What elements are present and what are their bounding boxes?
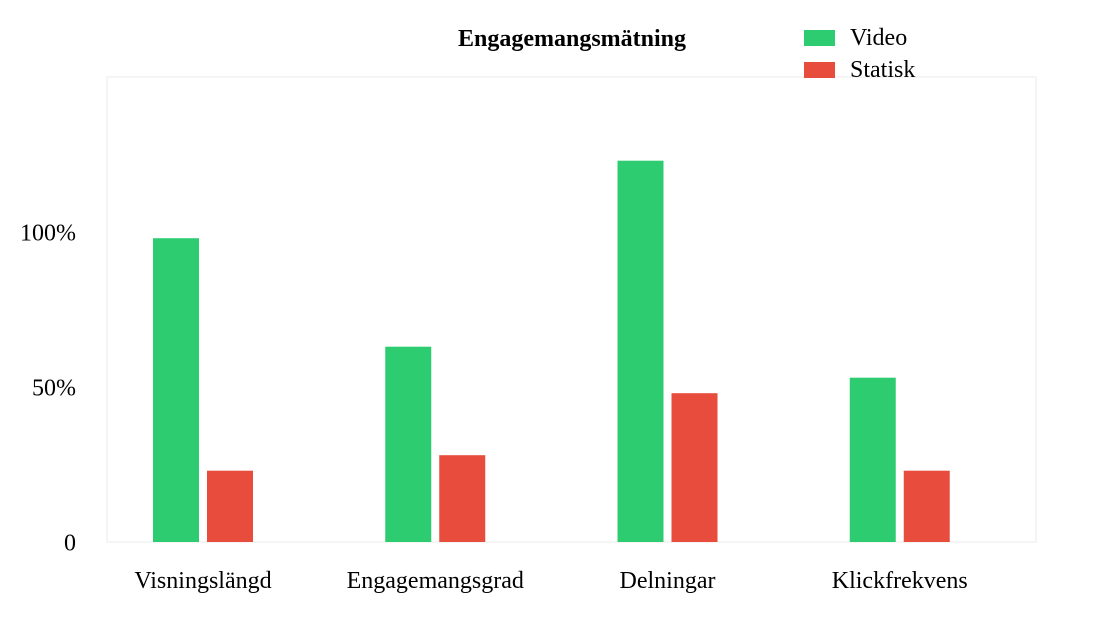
y-tick-label: 100% — [20, 221, 76, 247]
legend-label-video: Video — [850, 25, 907, 51]
bar-video-2 — [617, 160, 664, 542]
x-tick-label: Engagemangsgrad — [347, 568, 524, 594]
y-tick-label: 0 — [64, 531, 76, 557]
legend: Video Statisk — [804, 25, 915, 83]
bar-video-3 — [849, 377, 896, 542]
x-axis-labels: Visningslängd Engagemangsgrad Delningar Kli… — [134, 568, 967, 594]
bar-video-1 — [385, 346, 432, 542]
legend-label-statisk: Statisk — [850, 57, 915, 83]
x-tick-label: Visningslängd — [134, 568, 271, 594]
legend-swatch-statisk — [804, 62, 835, 78]
y-tick-label: 50% — [32, 376, 76, 402]
x-tick-label: Klickfrekvens — [832, 568, 968, 594]
bar-statisk-1 — [439, 455, 486, 542]
x-tick-label: Delningar — [620, 568, 716, 594]
bar-statisk-0 — [207, 470, 253, 542]
bars — [153, 160, 950, 542]
bar-statisk-3 — [903, 470, 950, 542]
chart-title: Engagemangsmätning — [458, 26, 686, 52]
legend-swatch-video — [804, 30, 835, 46]
y-axis-ticks: 0 50% 100% — [20, 221, 76, 557]
bar-video-0 — [153, 238, 199, 542]
bar-statisk-2 — [671, 393, 718, 542]
